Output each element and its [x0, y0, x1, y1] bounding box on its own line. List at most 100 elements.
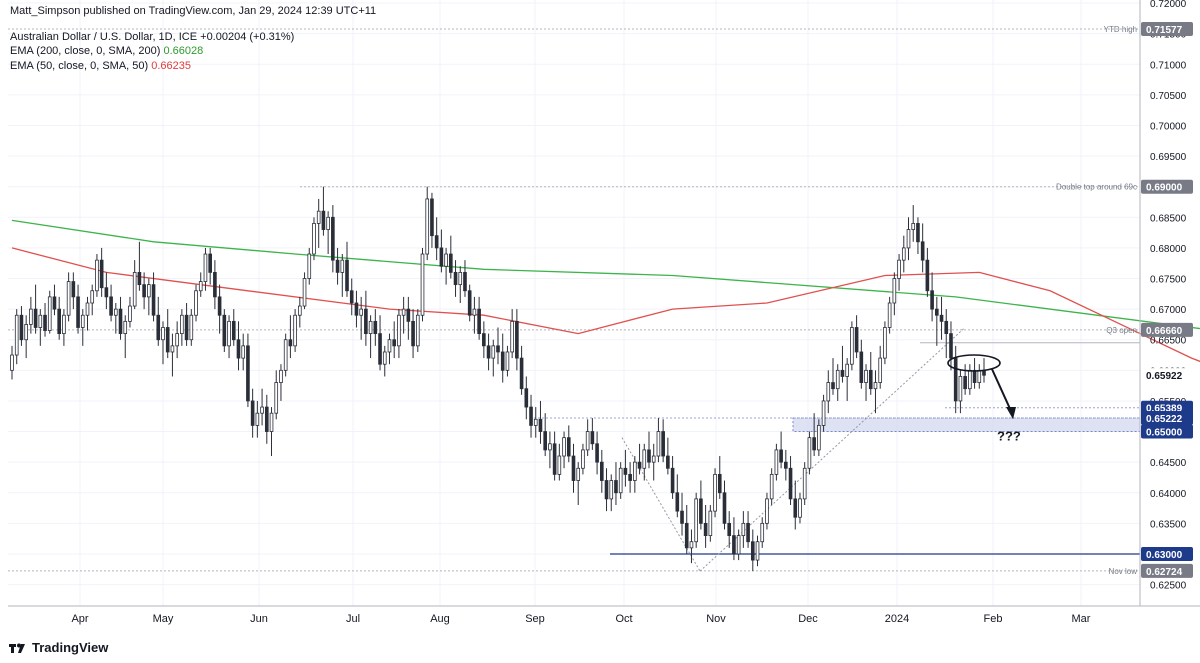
horizontal-levels	[8, 28, 1140, 572]
candle-body	[274, 382, 279, 414]
candle-body	[656, 431, 661, 457]
candle-body	[189, 314, 194, 341]
candle-body	[364, 308, 368, 335]
candle-body	[156, 314, 161, 341]
candle-body	[231, 320, 236, 341]
candle-body	[585, 431, 590, 451]
y-tick-label: 0.72000	[1150, 0, 1187, 10]
candle-body	[835, 369, 840, 390]
candle-body	[279, 369, 283, 383]
consolidation-ellipse	[947, 354, 1001, 372]
candle-body	[180, 314, 184, 335]
candle-body	[316, 210, 321, 224]
x-tick-label: Oct	[615, 613, 632, 625]
candle-body	[373, 320, 378, 335]
candle-body	[19, 314, 24, 341]
candle-body	[699, 498, 703, 524]
candle-body	[717, 473, 722, 494]
candle-body	[557, 455, 562, 475]
candle-body	[482, 333, 486, 347]
candle-body	[104, 287, 109, 298]
candle-body	[831, 382, 835, 390]
candle-body	[614, 480, 618, 494]
candle-body	[213, 271, 217, 298]
candle-body	[62, 314, 66, 335]
candle-body	[312, 223, 316, 255]
candle-body	[774, 449, 779, 475]
y-tick-label: 0.67000	[1150, 305, 1187, 316]
candle-body	[892, 278, 897, 304]
candle-body	[151, 284, 156, 316]
candle-body	[109, 296, 113, 316]
ema200-legend[interactable]: EMA (200, close, 0, SMA, 200) 0.66028	[10, 45, 203, 57]
level-annotation: Nov low	[1109, 567, 1138, 576]
candle-body	[467, 290, 472, 316]
candle-body	[722, 492, 727, 524]
candle-body	[345, 259, 349, 292]
candle-body	[958, 376, 963, 402]
question-label: ???	[997, 429, 1021, 444]
candle-body	[463, 271, 467, 292]
candle-body	[599, 461, 604, 481]
support-zone-rect	[792, 417, 1141, 433]
candle-body	[349, 290, 354, 304]
candle-body	[85, 302, 90, 316]
candle-body	[628, 473, 632, 481]
candle-body	[623, 467, 628, 475]
candle-body	[566, 437, 571, 457]
candle-body	[255, 412, 260, 426]
candle-body	[694, 498, 698, 543]
candle-body	[241, 345, 246, 359]
candle-body	[425, 198, 430, 255]
candle-body	[76, 296, 80, 328]
candle-body	[24, 324, 28, 341]
down-arrow-head	[1006, 407, 1016, 420]
candle-body	[29, 308, 33, 325]
candle-body	[684, 522, 689, 549]
candle-body	[670, 467, 675, 494]
candle-body	[500, 351, 505, 371]
candle-body	[382, 351, 387, 365]
ema50-value: 0.66235	[151, 60, 191, 72]
candle-body	[769, 473, 774, 500]
candle-body	[505, 351, 510, 371]
publisher-line: Matt_Simpson published on TradingView.co…	[10, 5, 377, 17]
y-tick-label: 0.67500	[1150, 275, 1187, 286]
candle-body	[439, 247, 444, 267]
candle-body	[642, 449, 647, 469]
candle-body	[949, 333, 953, 359]
candle-body	[444, 253, 448, 267]
candle-body	[845, 363, 849, 377]
tradingview-brand[interactable]: TradingView	[32, 640, 109, 655]
candle-body	[840, 369, 845, 377]
candle-body	[708, 510, 713, 537]
candle-body	[736, 535, 741, 555]
x-tick-label: Sep	[525, 613, 545, 625]
price-tag-label: 0.69000	[1146, 183, 1183, 194]
candle-body	[562, 437, 566, 457]
candle-body	[548, 443, 552, 451]
candle-body	[741, 522, 746, 537]
price-tag	[1141, 179, 1193, 194]
price-tag-label: 0.65222	[1146, 414, 1183, 425]
candle-body	[798, 498, 802, 518]
candle-body	[198, 281, 203, 292]
candle-body	[897, 259, 901, 279]
candle-body	[170, 345, 175, 353]
ema50-legend[interactable]: EMA (50, close, 0, SMA, 50) 0.66235	[10, 60, 191, 72]
candle-body	[293, 314, 297, 347]
candle-body	[326, 216, 330, 230]
candle-body	[10, 354, 14, 371]
candle-body	[246, 345, 250, 402]
candle-body	[137, 271, 142, 286]
candle-body	[321, 210, 326, 230]
candle-body	[392, 339, 397, 347]
candle-body	[307, 253, 312, 279]
candle-body	[194, 290, 198, 316]
candle-body	[576, 467, 581, 481]
candle-body	[406, 308, 411, 322]
price-tags: 0.71577 0.69000 0.66660 0.65922 0.653890.652…	[1141, 21, 1193, 578]
x-tick-label: 2024	[885, 613, 909, 625]
candle-body	[765, 498, 769, 524]
